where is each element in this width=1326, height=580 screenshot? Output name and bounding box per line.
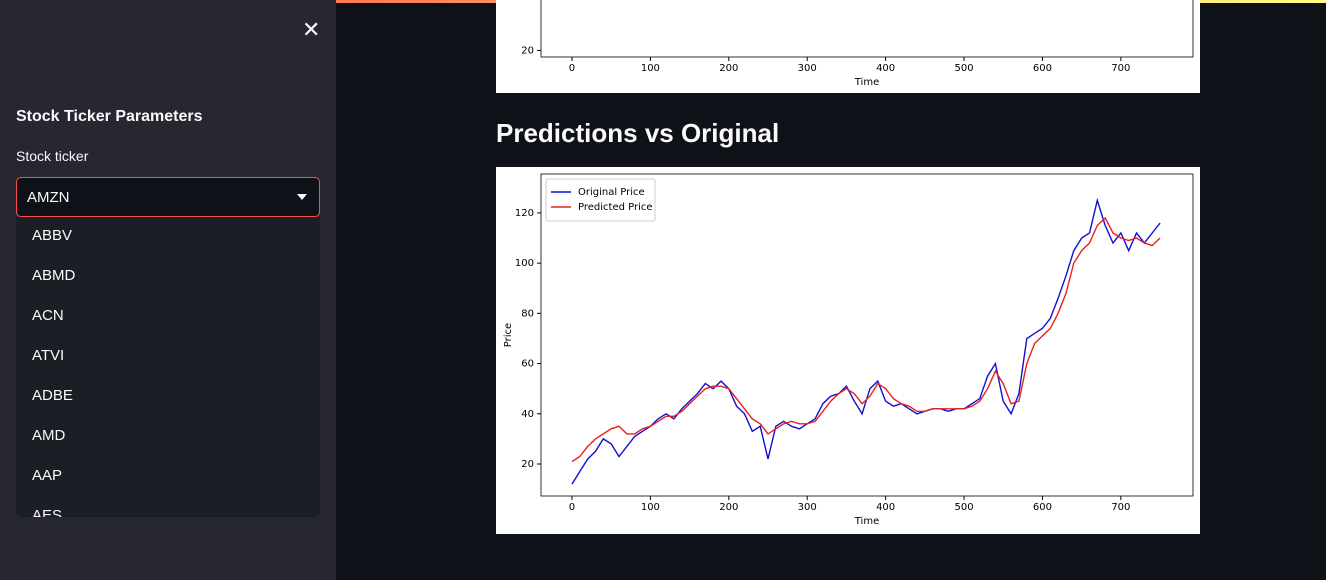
x-tick-label: 600 xyxy=(1033,63,1052,74)
x-tick-label: 0 xyxy=(569,63,575,74)
selected-value: AMZN xyxy=(27,189,70,206)
dropdown-list: ABBV ABMD ACN ATVI ADBE AMD AAP AES xyxy=(16,217,320,517)
y-tick-label: 20 xyxy=(521,459,534,470)
dropdown-option[interactable]: ACN xyxy=(32,307,64,324)
legend-label: Original Price xyxy=(578,187,645,198)
x-tick-label: 300 xyxy=(798,502,817,513)
select-label: Stock ticker xyxy=(16,148,89,164)
x-tick-label: 100 xyxy=(641,63,660,74)
y-axis-label: Price xyxy=(503,323,514,347)
legend-box xyxy=(545,178,656,222)
dropdown-option[interactable]: AES xyxy=(32,507,63,517)
top-chart: 0 100 200 300 400 500 600 700 20 Time xyxy=(496,0,1200,93)
legend-label: Predicted Price xyxy=(578,202,653,213)
y-tick-label: 120 xyxy=(515,208,534,219)
y-tick-label: 60 xyxy=(521,359,534,370)
x-tick-label: 300 xyxy=(798,63,817,74)
heading: Predictions vs Original xyxy=(496,118,780,148)
y-tick-label: 40 xyxy=(521,409,534,420)
dropdown-option[interactable]: ABMD xyxy=(32,267,76,284)
y-tick-label: 20 xyxy=(521,45,534,56)
plot-frame xyxy=(540,0,1194,58)
x-tick-label: 100 xyxy=(641,502,660,513)
dropdown-option[interactable]: AAP xyxy=(32,467,63,484)
select-box[interactable]: AMZN xyxy=(16,177,320,217)
x-tick-label: 700 xyxy=(1111,63,1130,74)
dropdown-option[interactable]: ADBE xyxy=(32,387,73,404)
plot-frame xyxy=(540,173,1194,497)
sidebar-title: Stock Ticker Parameters xyxy=(16,108,203,125)
y-tick-label: 80 xyxy=(521,308,534,319)
x-tick-label: 200 xyxy=(719,63,738,74)
x-tick-label: 700 xyxy=(1111,502,1130,513)
x-tick-label: 0 xyxy=(569,502,575,513)
close-button[interactable]: ✕ xyxy=(302,17,321,42)
x-tick-label: 400 xyxy=(876,63,895,74)
sidebar: ✕ Stock Ticker Parameters Stock ticker A… xyxy=(0,0,336,580)
x-tick-label: 200 xyxy=(719,502,738,513)
prediction-chart: 0 100 200 300 400 500 600 700 20 40 60 80 100 120 Time… xyxy=(496,167,1200,534)
x-tick-label: 400 xyxy=(876,502,895,513)
x-tick-label: 600 xyxy=(1033,502,1052,513)
x-axis-label: Time xyxy=(854,77,879,88)
caret xyxy=(297,194,307,200)
x-axis-label: Time xyxy=(854,516,879,527)
dropdown-option[interactable]: ATVI xyxy=(32,347,65,364)
y-tick-label: 100 xyxy=(515,258,534,269)
price-line xyxy=(571,216,1161,463)
x-tick-label: 500 xyxy=(954,63,973,74)
dropdown-option[interactable]: ABBV xyxy=(32,227,73,244)
x-tick-label: 500 xyxy=(954,502,973,513)
dropdown-option[interactable]: AMD xyxy=(32,427,66,444)
